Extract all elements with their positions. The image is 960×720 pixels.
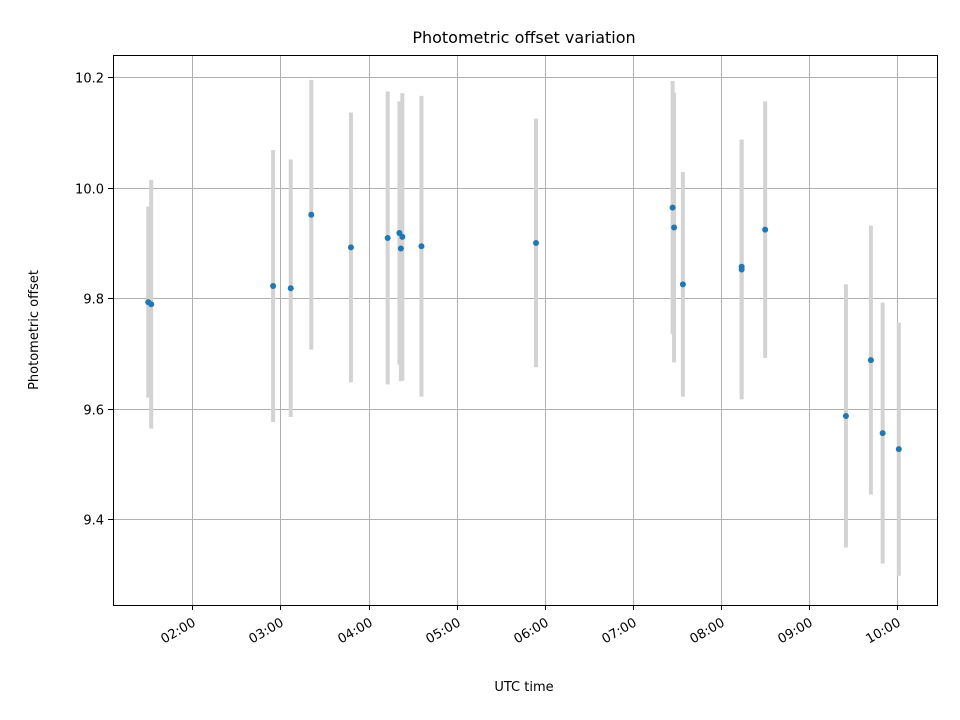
- data-point: [270, 283, 277, 290]
- x-axis-label: UTC time: [494, 680, 553, 695]
- y-axis-label: Photometric offset: [27, 270, 42, 390]
- x-tick-label: 10:00: [864, 615, 904, 647]
- data-point: [679, 281, 686, 288]
- y-tick-label: 9.6: [83, 404, 104, 419]
- y-tick-label: 9.4: [83, 514, 104, 529]
- y-tick-label: 10.0: [75, 183, 104, 198]
- data-point: [842, 412, 849, 419]
- chart-title: Photometric offset variation: [412, 28, 635, 47]
- y-tick-label: 10.2: [75, 72, 104, 87]
- x-tick-label: 08:00: [688, 615, 728, 647]
- x-tick-label: 06:00: [512, 615, 552, 647]
- error-bars: [146, 79, 901, 576]
- plot-frame: [113, 55, 938, 606]
- data-point: [287, 285, 294, 292]
- data-point: [895, 446, 902, 453]
- data-point: [397, 245, 404, 252]
- y-tick-label: 9.8: [83, 293, 104, 308]
- x-tick-label: 03:00: [247, 615, 287, 647]
- data-point: [738, 266, 745, 273]
- data-point: [533, 239, 540, 246]
- data-point: [669, 204, 676, 211]
- data-point: [308, 211, 315, 218]
- x-axis-ticks: 02:00 03:00 04:00 05:00 06:00 07:00 08:00 09:00…: [159, 605, 904, 647]
- grid-lines: [113, 55, 937, 605]
- data-point: [347, 244, 354, 251]
- data-point: [418, 243, 425, 250]
- data-point: [671, 224, 678, 231]
- data-point: [867, 357, 874, 364]
- data-point: [879, 430, 886, 437]
- y-axis-ticks: 9.4 9.6 9.8 10.0 10.2: [75, 72, 113, 529]
- data-point: [762, 226, 769, 233]
- x-tick-label: 09:00: [776, 615, 816, 647]
- data-points: [145, 204, 902, 453]
- x-tick-label: 02:00: [159, 615, 199, 647]
- data-point: [148, 301, 155, 308]
- x-tick-label: 05:00: [424, 615, 464, 647]
- data-point: [399, 233, 406, 240]
- x-tick-label: 07:00: [600, 615, 640, 647]
- data-point: [384, 234, 391, 241]
- x-tick-label: 04:00: [336, 615, 376, 647]
